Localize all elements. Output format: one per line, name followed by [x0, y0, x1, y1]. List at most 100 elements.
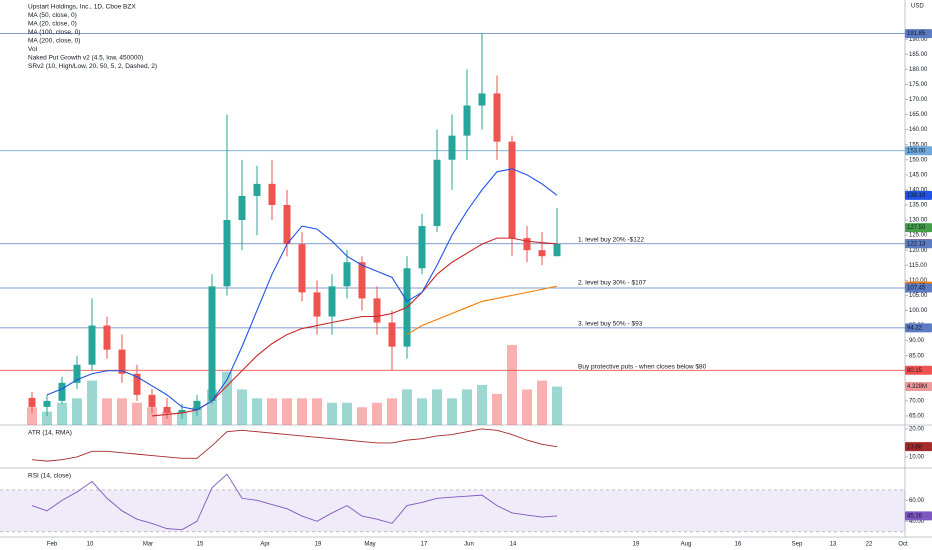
x-tick-label: Sep: [792, 542, 803, 548]
volume-bar: [552, 386, 562, 425]
y-tick-label: 140.00: [909, 187, 928, 193]
volume-bar: [27, 407, 37, 425]
price-badge-label: 138.19: [907, 193, 926, 199]
candle-body: [148, 394, 156, 407]
candle-body: [238, 195, 246, 221]
candle-body: [73, 364, 81, 383]
price-badge-label: 191.85: [907, 31, 926, 37]
price-badge-label: 122.13: [907, 241, 926, 247]
candle-body: [358, 262, 366, 299]
volume-bar: [477, 385, 487, 425]
candle-body: [343, 262, 351, 287]
price-badge-label: 153.00: [907, 148, 926, 154]
y-tick-label: 170.00: [909, 97, 928, 103]
y-tick-label: 125.00: [909, 233, 928, 239]
y-tick-label: 70.00: [909, 398, 925, 404]
annotation: 3. level buy 50% - $93: [578, 321, 643, 328]
candle-body: [418, 226, 426, 269]
y-tick-label: 175.00: [909, 82, 928, 88]
legend-entry: MA (50, close, 0): [28, 12, 77, 19]
y-tick-label: 145.00: [909, 172, 928, 178]
x-tick-label: 16: [735, 542, 742, 548]
volume-bar: [42, 411, 52, 425]
atr-title: ATR (14, RMA): [28, 430, 72, 437]
y-tick-label: 105.00: [909, 293, 928, 299]
x-tick-label: Feb: [47, 542, 58, 548]
candle-body: [133, 373, 141, 395]
volume-bar: [462, 389, 472, 425]
candle-body: [478, 93, 486, 106]
rsi-tick-label: 60.00: [909, 498, 925, 504]
volume-bar: [87, 380, 97, 425]
x-tick-label: Jun: [464, 542, 474, 548]
y-tick-label: 90.00: [909, 338, 925, 344]
ma-line: [151, 237, 558, 417]
y-tick-label: 165.00: [909, 112, 928, 118]
y-tick-label: 130.00: [909, 218, 928, 224]
y-tick-label: 155.00: [909, 142, 928, 148]
x-tick-label: 22: [866, 542, 873, 548]
candle-body: [523, 238, 531, 251]
price-badge: [905, 239, 932, 249]
volume-bar: [357, 407, 367, 425]
atr-badge-label: 13.66: [907, 444, 923, 450]
candle-body: [508, 141, 516, 239]
candle-body: [493, 93, 501, 142]
volume-bar: [252, 398, 262, 425]
volume-bar: [522, 389, 532, 425]
candle-body: [253, 183, 261, 196]
candle-body: [58, 382, 66, 401]
candle-body: [448, 135, 456, 160]
legend-entry: MA (20, close, 0): [28, 21, 77, 28]
x-tick-label: May: [364, 542, 375, 548]
volume-bar: [327, 402, 337, 425]
price-badge: [905, 190, 932, 200]
candle-body: [373, 298, 381, 323]
price-badge: [905, 29, 932, 39]
volume-bar: [282, 398, 292, 425]
legend-entry: SRv2 (10, High/Low, 20, 50, 5, 2, Dashed…: [28, 63, 157, 70]
candle-body: [553, 243, 561, 257]
rsi-title: RSI (14, close): [28, 473, 71, 480]
volume-bar: [507, 345, 517, 425]
volume-bar: [117, 398, 127, 425]
volume-bar: [132, 402, 142, 425]
volume-bar: [387, 398, 397, 425]
x-tick-label: Mar: [143, 542, 153, 548]
y-tick-label: 100.00: [909, 308, 928, 314]
rsi-line: [31, 473, 558, 531]
candle-body: [163, 406, 171, 413]
legend-entry: MA (200, close, 0): [28, 38, 80, 45]
currency: USD: [911, 4, 924, 10]
y-tick-label: 115.00: [909, 263, 928, 269]
volume-bar: [192, 407, 202, 425]
y-tick-label: 110.00: [909, 278, 928, 284]
atr-badge: [905, 442, 932, 452]
chart-title: Upstart Holdings, Inc., 1D, Cboe BZX: [28, 4, 136, 11]
annotation: 1. level buy 20% -$122: [578, 237, 645, 244]
volume-bar: [147, 407, 157, 425]
candle-body: [103, 325, 111, 350]
y-tick-label: 85.00: [909, 353, 925, 359]
volume-bar: [72, 398, 82, 425]
legend-entry: Naked Put Growth v2 (4.5, low, 450000): [28, 55, 143, 62]
price-badge: [905, 146, 932, 156]
candle-body: [313, 292, 321, 317]
price-badge-label: 94.22: [907, 325, 923, 331]
volume-bar: [267, 398, 277, 425]
price-badge: [905, 323, 932, 333]
volume-bar: [297, 398, 307, 425]
x-tick-label: 19: [315, 542, 322, 548]
candle-body: [208, 286, 216, 401]
y-tick-label: 160.00: [909, 127, 928, 133]
x-tick-label: 13: [830, 542, 837, 548]
x-tick-label: 14: [510, 542, 517, 548]
y-tick-label: 120.00: [909, 248, 928, 254]
x-tick-label: 15: [197, 542, 204, 548]
atr-tick-label: 20.00: [909, 426, 925, 432]
legend-entry: MA (100, close, 0): [28, 29, 80, 36]
price-badge: [905, 223, 932, 233]
y-tick-label: 185.00: [909, 52, 928, 58]
